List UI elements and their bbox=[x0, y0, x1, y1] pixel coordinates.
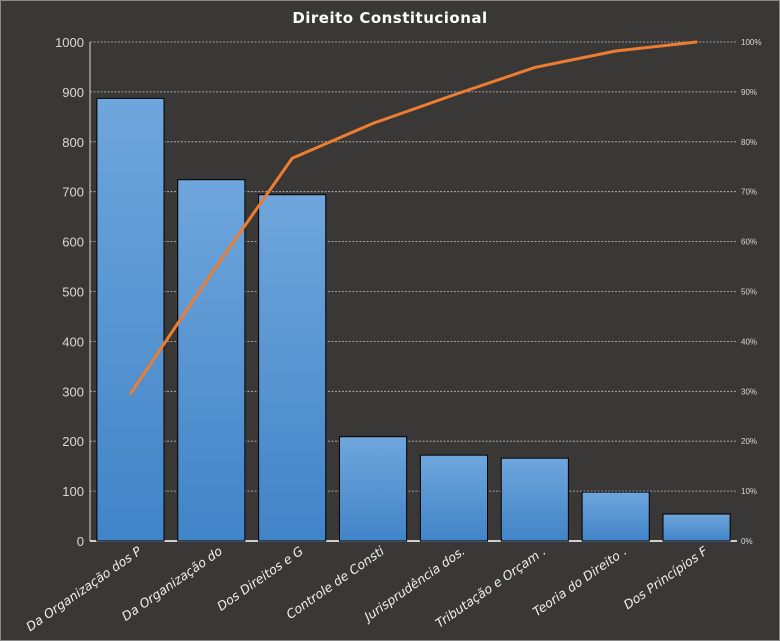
cumulative-point bbox=[210, 272, 213, 275]
y2-tick-label: 30% bbox=[741, 387, 757, 396]
y2-tick-label: 100% bbox=[741, 38, 761, 47]
y-tick-label: 300 bbox=[62, 384, 84, 399]
y2-tick-label: 10% bbox=[741, 487, 757, 496]
cumulative-line bbox=[129, 40, 697, 395]
y-tick-label: 600 bbox=[62, 235, 84, 250]
y-tick-label: 200 bbox=[62, 434, 84, 449]
bar bbox=[500, 457, 569, 542]
y-tick-label: 100 bbox=[62, 484, 84, 499]
cumulative-point bbox=[371, 122, 375, 125]
y-tick-label: 900 bbox=[62, 85, 84, 100]
x-tick-label: Dos Princípios F bbox=[621, 543, 711, 612]
y-tick-label: 1000 bbox=[55, 35, 84, 50]
cumulative-point bbox=[695, 40, 698, 44]
chart-title: Direito Constitucional bbox=[292, 9, 488, 27]
y-tick-label: 800 bbox=[62, 135, 84, 150]
cumulative-point bbox=[533, 66, 537, 69]
bar bbox=[96, 97, 165, 542]
y2-tick-label: 60% bbox=[741, 238, 757, 247]
y-tick-label: 400 bbox=[62, 334, 84, 349]
bar bbox=[419, 454, 489, 542]
y2-tick-label: 90% bbox=[741, 88, 757, 97]
y2-tick-label: 0% bbox=[741, 537, 753, 546]
bar bbox=[662, 513, 731, 542]
bar bbox=[581, 491, 650, 542]
y-tick-label: 700 bbox=[62, 185, 84, 200]
cumulative-point bbox=[452, 93, 456, 97]
y-tick-label: 0 bbox=[77, 534, 84, 549]
y-tick-label: 500 bbox=[62, 285, 84, 300]
y2-tick-label: 20% bbox=[741, 437, 757, 446]
y2-tick-label: 80% bbox=[741, 138, 757, 147]
cumulative-point bbox=[290, 157, 294, 160]
bar bbox=[177, 179, 246, 542]
bar bbox=[258, 194, 327, 542]
cumulative-point bbox=[614, 49, 617, 53]
y2-tick-label: 50% bbox=[741, 288, 757, 297]
bar bbox=[338, 436, 408, 542]
cumulative-point bbox=[129, 392, 132, 395]
y2-tick-label: 40% bbox=[741, 337, 757, 346]
y2-tick-label: 70% bbox=[741, 188, 757, 197]
